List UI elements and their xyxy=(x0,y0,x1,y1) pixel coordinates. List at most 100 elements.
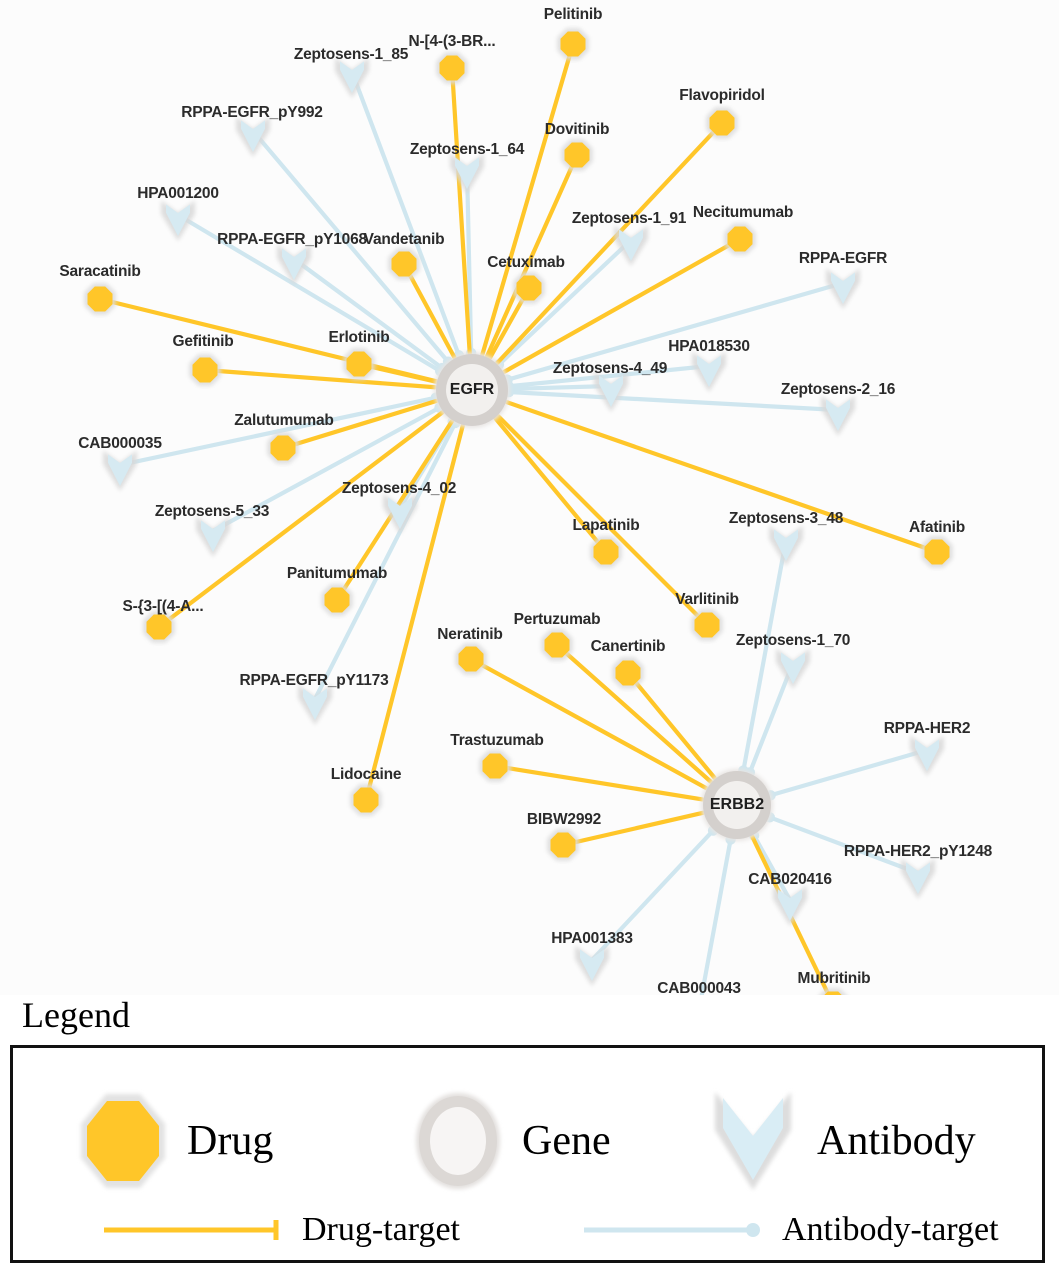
drug-target-line-icon xyxy=(104,1220,279,1240)
antibody-label-zeptosens_2_16: Zeptosens-2_16 xyxy=(780,381,896,398)
legend-entry-drug-target: Drug-target xyxy=(98,1213,460,1247)
antibody-target-edge-rppa_egfr xyxy=(505,280,846,382)
legend-entry-antibody-target: Antibody-target xyxy=(578,1213,999,1247)
drug-node-trastuzumab[interactable] xyxy=(479,750,511,782)
drug-node-neratinib[interactable] xyxy=(455,643,487,675)
drug-label-gefitinib: Gefitinib xyxy=(172,333,234,350)
antibody-label-cab000035: CAB000035 xyxy=(78,435,162,452)
drug-target-edge-vandetanib xyxy=(401,261,457,360)
antibody-target-edge-rppa_her2 xyxy=(768,747,930,798)
antibody-label-hpa001200: HPA001200 xyxy=(137,185,219,202)
drug-node-erlotinib[interactable] xyxy=(343,348,375,380)
drug-label-zalutumumab: Zalutumumab xyxy=(234,412,334,429)
antibody-label-zeptosens_3_48: Zeptosens-3_48 xyxy=(728,510,844,527)
drug-label-trastuzumab: Trastuzumab xyxy=(450,732,544,749)
drug-node-flavopiridol[interactable] xyxy=(706,107,738,139)
gene-label-EGFR: EGFR xyxy=(449,381,495,398)
drug-label-varlitinib: Varlitinib xyxy=(675,591,739,608)
drug-label-panitumumab: Panitumumab xyxy=(286,565,388,582)
antibody-label-zeptosens_1_91: Zeptosens-1_91 xyxy=(571,210,687,227)
drug-target-edge-trastuzumab xyxy=(492,763,705,802)
antibody-target-edge-rppa_egfr_py992 xyxy=(250,128,451,364)
antibody-target-edge-rppa_egfr_py1068 xyxy=(291,256,445,371)
drug-target-edge-nbr xyxy=(449,65,472,356)
legend-label-gene: Gene xyxy=(522,1118,611,1164)
antibody-target-edge-hpa001383 xyxy=(589,828,716,963)
antibody-node-zeptosens_2_16[interactable] xyxy=(821,395,855,436)
drug-node-mubritinib[interactable] xyxy=(817,988,848,995)
antibody-target-edge-hpa001200 xyxy=(175,212,443,374)
drug-node-necitumumab[interactable] xyxy=(724,223,756,255)
antibody-target-edge-zeptosens_1_70 xyxy=(747,660,796,775)
antibody-target-edge-zeptosens_1_91 xyxy=(496,237,634,367)
drug-node-vandetanib[interactable] xyxy=(388,248,420,280)
gene-node-ERBB2[interactable] xyxy=(701,769,773,841)
antibody-label-zeptosens_1_70: Zeptosens-1_70 xyxy=(735,632,851,649)
drug-node-varlitinib[interactable] xyxy=(691,609,723,641)
antibody-node-zeptosens_1_85[interactable] xyxy=(335,57,369,98)
antibody-label-rppa_her2_py1248: RPPA-HER2_pY1248 xyxy=(843,843,993,860)
drug-node-canertinib[interactable] xyxy=(612,657,644,689)
antibody-target-edge-zeptosens_1_64 xyxy=(464,165,474,356)
drug-label-necitumumab: Necitumumab xyxy=(692,204,794,221)
drug-node-pertuzumab[interactable] xyxy=(541,629,573,661)
drug-node-gefitinib[interactable] xyxy=(189,354,221,386)
octagon-icon xyxy=(81,1094,165,1188)
drug-target-edge-varlitinib xyxy=(496,414,710,628)
gene-label-ERBB2: ERBB2 xyxy=(709,796,765,813)
gene-node-EGFR[interactable] xyxy=(434,352,510,428)
antibody-node-zeptosens_1_64[interactable] xyxy=(450,153,484,194)
drug-node-lidocaine[interactable] xyxy=(350,784,382,816)
drug-node-nbr[interactable] xyxy=(436,52,468,84)
antibody-node-rppa_her2[interactable] xyxy=(910,735,944,776)
antibody-node-hpa001200[interactable] xyxy=(161,200,195,241)
antibody-target-edge-rppa_her2_py1248 xyxy=(767,815,921,876)
antibody-node-zeptosens_5_33[interactable] xyxy=(196,516,230,557)
drug-target-edge-gefitinib xyxy=(202,367,438,390)
drug-target-edge-bibw2992 xyxy=(560,810,705,848)
antibody-node-cab000035[interactable] xyxy=(103,450,137,491)
drug-node-pelitinib[interactable] xyxy=(557,28,589,60)
drug-target-edge-neratinib xyxy=(468,656,709,791)
antibody-node-zeptosens_3_48[interactable] xyxy=(769,525,803,566)
drug-node-afatinib[interactable] xyxy=(921,536,953,568)
drug-label-erlotinib: Erlotinib xyxy=(328,329,390,346)
drug-label-pertuzumab: Pertuzumab xyxy=(513,611,601,628)
drug-node-dovitinib[interactable] xyxy=(561,139,593,171)
drug-target-edge-flavopiridol xyxy=(495,120,725,366)
drug-node-lapatinib[interactable] xyxy=(590,536,622,568)
antibody-node-hpa018530[interactable] xyxy=(692,351,726,392)
antibody-label-zeptosens_5_33: Zeptosens-5_33 xyxy=(154,503,270,520)
antibody-node-rppa_her2_py1248[interactable] xyxy=(901,858,935,899)
antibody-target-edge-cab000035 xyxy=(117,395,438,468)
drug-node-saracatinib[interactable] xyxy=(84,283,116,315)
antibody-node-rppa_egfr_py1173[interactable] xyxy=(298,684,332,725)
antibody-node-zeptosens_4_49[interactable] xyxy=(594,371,628,412)
antibody-node-zeptosens_1_70[interactable] xyxy=(776,648,810,689)
drug-target-edge-lidocaine xyxy=(363,423,465,803)
antibody-target-edge-cab000043 xyxy=(699,837,733,995)
drug-target-edge-afatinib xyxy=(504,400,940,555)
network-graph-canvas: Zeptosens-1_85 RPPA-EGFR_pY992 Zeptosens-1… xyxy=(59,6,993,997)
antibody-node-zeptosens_1_91[interactable] xyxy=(614,225,648,266)
legend-label-antibody-target: Antibody-target xyxy=(782,1211,999,1248)
antibody-node-rppa_egfr[interactable] xyxy=(826,268,860,309)
network-edges-and-nodes xyxy=(84,28,953,995)
drug-label-dovitinib: Dovitinib xyxy=(544,121,610,138)
legend-box: Drug Gene Antibody Drug-target xyxy=(10,1045,1045,1263)
drug-label-s3a: S-{3-[(4-A... xyxy=(122,598,204,615)
drug-node-s3a[interactable] xyxy=(143,611,175,643)
antibody-label-rppa_egfr: RPPA-EGFR xyxy=(798,250,888,267)
antibody-node-rppa_egfr_py1068[interactable] xyxy=(277,244,311,285)
drug-node-panitumumab[interactable] xyxy=(321,584,353,616)
antibody-node-rppa_egfr_py992[interactable] xyxy=(236,116,270,157)
antibody-label-zeptosens_4_49: Zeptosens-4_49 xyxy=(552,360,668,377)
drug-label-flavopiridol: Flavopiridol xyxy=(679,87,765,104)
drug-node-cetuximab[interactable] xyxy=(513,272,545,304)
drug-node-zalutumumab[interactable] xyxy=(267,432,299,464)
antibody-node-zeptosens_4_02[interactable] xyxy=(383,493,417,534)
drug-node-bibw2992[interactable] xyxy=(547,829,579,861)
legend-label-antibody: Antibody xyxy=(817,1118,976,1164)
antibody-node-cab020416[interactable] xyxy=(773,885,807,926)
antibody-node-hpa001383[interactable] xyxy=(575,945,609,986)
